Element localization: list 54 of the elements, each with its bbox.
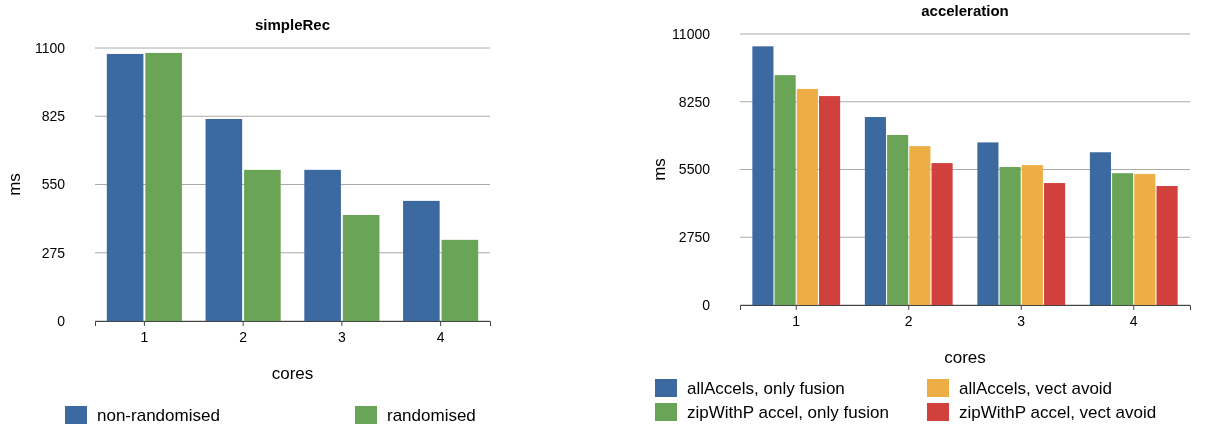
x-axis-title: cores bbox=[944, 348, 986, 367]
x-tick-label: 4 bbox=[1129, 312, 1138, 329]
y-axis-title: ms bbox=[650, 158, 669, 181]
bar bbox=[1112, 173, 1134, 305]
legend-label: randomised bbox=[387, 406, 476, 425]
bar bbox=[999, 167, 1021, 305]
bar bbox=[342, 215, 380, 321]
y-tick-label: 2750 bbox=[678, 229, 711, 246]
bar bbox=[441, 239, 479, 321]
bar bbox=[1044, 183, 1066, 305]
bar bbox=[205, 118, 243, 321]
chart-title: simpleRec bbox=[254, 16, 331, 33]
x-tick-label: 1 bbox=[140, 328, 149, 345]
x-tick-label: 1 bbox=[792, 312, 801, 329]
legend-label: allAccels, vect avoid bbox=[959, 379, 1113, 398]
bar bbox=[977, 142, 999, 305]
y-tick-label: 5500 bbox=[678, 161, 711, 178]
legend-label: zipWithP accel, vect avoid bbox=[959, 403, 1157, 422]
x-tick-label: 2 bbox=[904, 312, 913, 329]
bar bbox=[304, 169, 341, 321]
y-axis-title: ms bbox=[5, 173, 24, 196]
bar bbox=[1089, 152, 1111, 305]
bar bbox=[145, 52, 182, 321]
bar bbox=[1021, 165, 1043, 305]
bar bbox=[864, 117, 886, 305]
bar bbox=[106, 53, 144, 321]
y-tick-label: 8250 bbox=[678, 93, 711, 110]
y-tick-label: 0 bbox=[57, 312, 66, 329]
x-axis-title: cores bbox=[271, 364, 314, 383]
y-tick-label: 825 bbox=[41, 108, 66, 125]
legend-label: non-randomised bbox=[97, 406, 220, 425]
bar bbox=[819, 96, 841, 305]
bar bbox=[796, 88, 818, 305]
bar bbox=[752, 46, 774, 305]
x-tick-label: 3 bbox=[337, 328, 346, 345]
x-tick-label: 3 bbox=[1017, 312, 1026, 329]
y-tick-label: 550 bbox=[41, 176, 66, 193]
y-tick-label: 275 bbox=[41, 244, 66, 261]
bar bbox=[244, 169, 281, 321]
y-tick-label: 11000 bbox=[672, 25, 711, 42]
bar bbox=[931, 163, 953, 305]
x-tick-label: 2 bbox=[239, 328, 248, 345]
legend-label: zipWithP accel, only fusion bbox=[687, 403, 889, 422]
x-tick-label: 4 bbox=[436, 328, 445, 345]
bar bbox=[909, 146, 931, 305]
legend-label: allAccels, only fusion bbox=[687, 379, 845, 398]
y-tick-label: 0 bbox=[702, 296, 711, 313]
bar bbox=[887, 135, 909, 305]
bar bbox=[1156, 186, 1178, 305]
y-tick-label: 1100 bbox=[34, 39, 66, 56]
chart-title: acceleration bbox=[921, 2, 1009, 19]
bar bbox=[403, 200, 440, 321]
bar bbox=[774, 75, 796, 305]
bar bbox=[1134, 173, 1156, 305]
